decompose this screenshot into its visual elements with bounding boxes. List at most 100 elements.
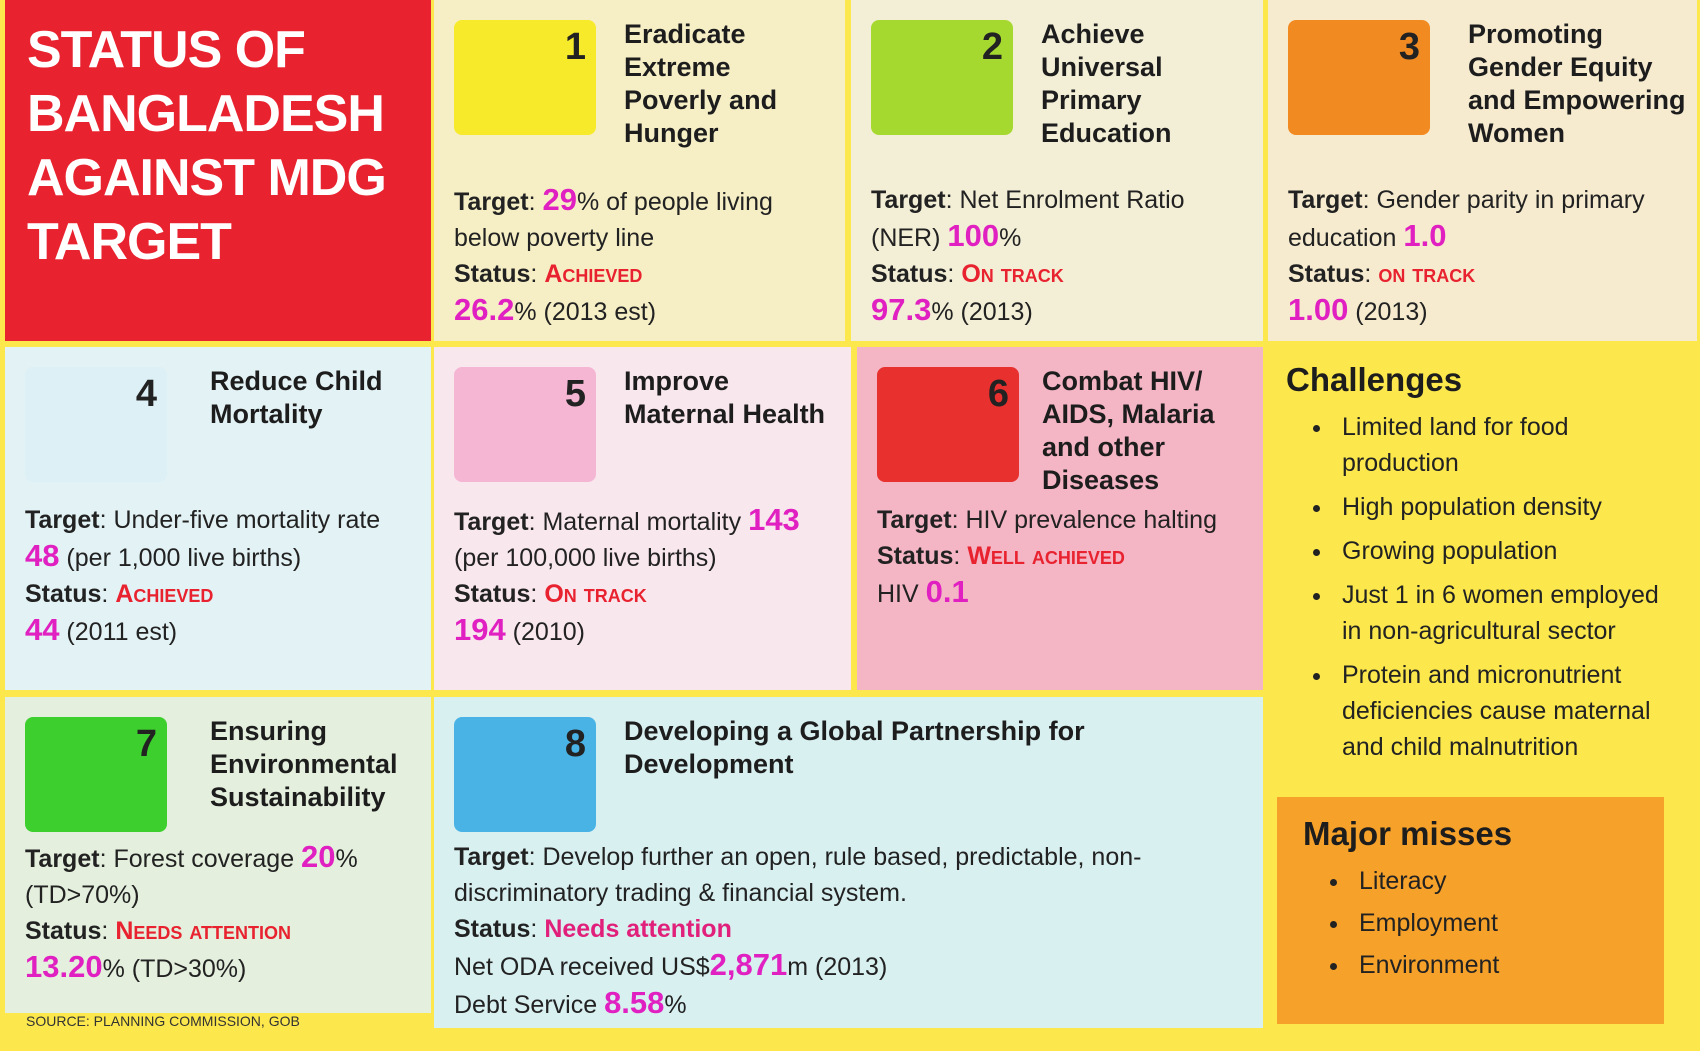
text-run: 26.2 [454,292,515,327]
goal-card: 2 Achieve Universal Primary Education Targ… [851,0,1263,341]
status: Status: on track [1288,256,1687,292]
goal-body: Target: Forest coverage 20% (TD>70%) Stat… [25,839,421,987]
header-title: STATUS OF BANGLADESH AGAINST MDG TARGET [5,0,431,341]
status: Status: Achieved [25,576,421,612]
challenge-item: Protein and micronutrient deficiencies c… [1334,657,1679,765]
text-run: Status [454,580,531,608]
text-run: % [664,991,687,1019]
goal-title: Reduce Child Mortality [210,366,383,429]
text-run: Status [25,917,102,945]
text-run: : Gender parity in primary education [1288,186,1645,252]
text-run: Status [1288,260,1365,288]
status: Status: Well achieved [877,538,1253,574]
goal-icon: 5 [454,367,596,482]
goal-body: Target: 29% of people living below pover… [454,182,835,330]
text-run: 13.20 [25,949,103,984]
goal-number: 5 [564,373,586,415]
goal-body: Target: HIV prevalence halting Status: We… [877,502,1253,612]
text-run: : Maternal mortality [528,508,749,536]
text-run: Achieved [544,260,643,288]
text-run: 20 [301,839,336,874]
text-run: % of people living below poverty line [454,188,773,252]
text-run: Achieved [115,580,214,608]
goal-number: 8 [564,723,586,765]
text-run: : HIV prevalence halting [951,506,1217,534]
result: 13.20% (TD>30%) [25,949,421,987]
text-run: 97.3 [871,292,932,327]
goal-title: Eradicate Extreme Poverly and Hunger [624,19,778,148]
text-run: : Net Enrolment Ratio (NER) [871,186,1185,252]
goal-body: Target: Net Enrolment Ratio (NER) 100% St… [871,182,1253,330]
goal-card: 5 Improve Maternal Health Target: Maternal… [434,347,851,690]
text-run: Debt Service [454,991,605,1019]
result: 44 (2011 est) [25,612,421,650]
goal-title: Promoting Gender Equity and Empowering W… [1468,19,1686,148]
text-run: Target [1288,186,1363,214]
result: Net ODA received US$2,871m (2013) [454,947,1253,985]
text-run: % (2013 est) [514,298,657,326]
goal-card: 6 Combat HIV/ AIDS, Malaria and other Dis… [857,347,1263,690]
status: Status: On track [454,576,841,612]
text-run: : [953,542,968,570]
goal-icon: 2 [871,20,1013,135]
challenge-item: Just 1 in 6 women employed in non-agricu… [1334,577,1679,649]
challenges-title: Challenges [1286,361,1463,398]
text-run: : Under-five mortality rate [99,506,381,534]
text-run: Target [25,506,100,534]
text-run: 0.1 [925,574,969,609]
goal-card: 4 Reduce Child Mortality Target: Under-fiv… [5,347,431,690]
status: Status: Achieved [454,256,835,292]
major-miss-item: Environment [1351,947,1638,983]
goal-number: 7 [135,723,157,765]
target: Target: Gender parity in primary educati… [1288,182,1687,256]
text-run: (per 1,000 live births) [59,544,302,572]
major-misses-title: Major misses [1303,815,1513,852]
text-run: 100 [947,218,1000,253]
text-run: : Forest coverage [99,845,302,873]
text-run: Target [871,186,946,214]
goal-title: Ensuring Environmental Sustainability [210,716,398,812]
text-run: Status [877,542,954,570]
goal-body: Target: Maternal mortality 143 (per 100,… [454,502,841,650]
goal-body: Target: Develop further an open, rule ba… [454,839,1253,1023]
target: Target: Maternal mortality 143 (per 100,… [454,502,841,576]
goal-icon: 6 [877,367,1019,482]
result: 97.3% (2013) [871,292,1253,330]
text-run: (2010) [505,618,585,646]
text-run: Well achieved [967,542,1125,570]
text-run: Needs attention [544,915,732,943]
target: Target: HIV prevalence halting [877,502,1253,538]
text-run: Target [25,845,100,873]
text-run: on track [1378,260,1476,288]
result: 26.2% (2013 est) [454,292,835,330]
goal-number: 2 [981,26,1003,68]
text-run: Status [454,260,531,288]
goal-body: Target: Under-five mortality rate 48 (pe… [25,502,421,650]
text-run: % (TD>30%) [102,955,247,983]
goal-icon: 7 [25,717,167,832]
result: 194 (2010) [454,612,841,650]
text-run: 1.00 [1288,292,1349,327]
target: Target: Under-five mortality rate 48 (pe… [25,502,421,576]
text-run: Status [25,580,102,608]
text-run: : [530,580,545,608]
text-run: Target [454,188,529,216]
status: Status: Needs attention [454,911,1253,947]
status: Status: Needs attention [25,913,421,949]
text-run: 1.0 [1403,218,1447,253]
major-misses-panel: Major misses Literacy Employment Environme… [1277,797,1664,1024]
goal-card: 3 Promoting Gender Equity and Empowering … [1268,0,1697,341]
text-run: : Develop further an open, rule based, p… [454,843,1142,907]
source: SOURCE: PLANNING COMMISSION, GOB [26,1013,300,1029]
text-run: 143 [748,502,800,537]
challenge-item: High population density [1334,489,1679,525]
goal-title: Improve Maternal Health [624,366,826,429]
text-run: 48 [25,538,60,573]
major-miss-item: Employment [1351,905,1638,941]
text-run: % (2013) [931,298,1033,326]
target: Target: Net Enrolment Ratio (NER) 100% [871,182,1253,256]
text-run: (2011 est) [59,618,178,646]
goal-title: Developing a Global Partnership for Deve… [624,716,1085,779]
text-run: Target [877,506,952,534]
